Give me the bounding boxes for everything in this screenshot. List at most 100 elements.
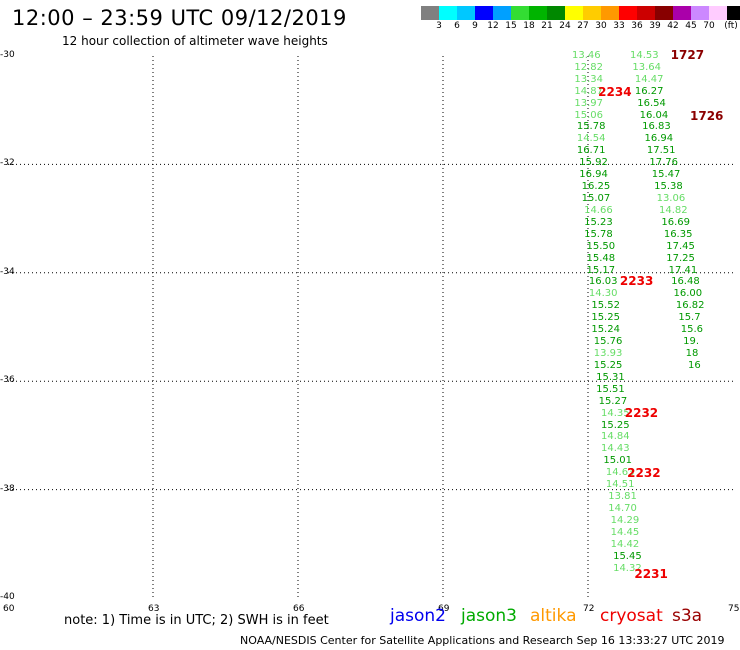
wave-height-value: 15.25	[591, 312, 620, 324]
wave-height-value: 15.76	[593, 336, 623, 348]
wave-height-value: 14.63	[605, 467, 635, 479]
wave-height-value: 13.97	[574, 97, 604, 109]
wave-height-value: 13.81	[608, 491, 637, 503]
wave-height-value: 16.03	[588, 276, 618, 288]
wave-height-value: 18	[685, 348, 699, 360]
color-swatch	[601, 6, 619, 20]
color-scale-label: 36	[631, 21, 643, 31]
color-swatch	[565, 6, 583, 20]
color-swatch	[475, 6, 493, 20]
wave-height-value: 16	[688, 359, 701, 371]
wave-height-value: 16.25	[581, 181, 611, 193]
color-scale-label: 45	[685, 21, 697, 31]
wave-height-value: 16.04	[639, 109, 669, 121]
wave-height-value: 19.	[683, 336, 700, 348]
wave-height-value: 14.53	[630, 49, 659, 61]
color-scale-label: 27	[577, 21, 589, 31]
longitude-label: 69	[438, 604, 450, 614]
wave-height-value: 17.25	[666, 252, 695, 264]
wave-height-value: 15.45	[613, 550, 642, 562]
pass-time-label: 2231	[634, 566, 668, 581]
color-scale-labels: 3 6 9 12 15 18 21 24 27 30 33 36 39 42 45 70 (ft)	[421, 21, 740, 35]
wave-height-value: 14.43	[601, 443, 630, 455]
wave-height-value: 15.52	[591, 300, 620, 312]
color-swatch	[673, 6, 691, 20]
color-scale-label: 9	[472, 21, 478, 31]
pass-time-label: 2232	[624, 405, 659, 420]
wave-height-value: 17.76	[649, 157, 678, 169]
wave-height-value: 15.92	[579, 157, 608, 169]
wave-height-value: 16.35	[663, 228, 693, 240]
color-scale-label: 15	[505, 21, 517, 31]
note-text: note: 1) Time is in UTC; 2) SWH is in fe…	[64, 613, 329, 628]
color-scale-label: 21	[541, 21, 553, 31]
wave-height-value: 16.71	[576, 145, 606, 157]
footer-credit: NOAA/NESDIS Center for Satellite Applica…	[240, 634, 725, 647]
longitude-label: 60	[3, 604, 15, 614]
wave-height-value: 16.27	[634, 85, 664, 97]
legend-s3a: s3a	[672, 606, 703, 626]
wave-height-value: 14.30	[588, 288, 618, 300]
longitude-label: 75	[728, 604, 740, 614]
longitude-label: 66	[293, 604, 305, 614]
color-swatch	[511, 6, 529, 20]
latitude-label: -38	[0, 483, 15, 494]
wave-height-value: 13.34	[574, 73, 604, 85]
wave-height-value: 14.70	[608, 503, 637, 515]
color-swatch	[583, 6, 601, 20]
wave-height-value: 13.46	[572, 49, 601, 61]
pass-time-label: 1727	[670, 47, 705, 62]
color-scale-label: 30	[595, 21, 607, 31]
color-swatch	[619, 6, 637, 20]
wave-height-value: 12.82	[574, 61, 604, 73]
color-swatch	[439, 6, 457, 20]
color-swatch	[691, 6, 709, 20]
wave-height-value: 16.00	[673, 288, 703, 300]
wave-height-value: 15.7	[678, 312, 701, 324]
wave-height-value: 14.87	[574, 85, 604, 97]
wave-height-value: 16.83	[642, 121, 671, 133]
wave-height-value: 14.35	[601, 407, 630, 419]
color-swatch	[655, 6, 673, 20]
color-scale-label: 3	[436, 21, 442, 31]
wave-height-value: 15.23	[584, 216, 613, 228]
latitude-label: -32	[0, 158, 15, 169]
wave-height-value: 17.45	[666, 240, 695, 252]
color-scale-label: 33	[613, 21, 625, 31]
legend-jason3: jason3	[461, 606, 517, 626]
latitude-label: -40	[0, 592, 15, 602]
wave-height-value: 15.51	[596, 383, 625, 395]
longitude-label: 72	[583, 604, 595, 614]
color-swatch	[637, 6, 655, 20]
pass-time-label: 2232	[627, 466, 661, 481]
wave-height-value: 15.06	[574, 109, 604, 121]
wave-height-value: 15.50	[586, 240, 616, 252]
color-scale-label: (ft)	[724, 21, 738, 31]
wave-height-value: 15.38	[654, 181, 683, 193]
wave-height-value: 13.64	[632, 61, 662, 73]
longitude-label: 63	[148, 604, 160, 614]
pass-time-label: 2234	[598, 84, 632, 99]
color-swatch	[529, 6, 547, 20]
pass-time-label: 2233	[619, 274, 654, 289]
legend-jason2: jason2	[390, 606, 446, 626]
wave-height-value: 14.32	[613, 562, 642, 574]
wave-height-value: 14.54	[576, 133, 606, 145]
wave-height-value: 14.51	[605, 479, 635, 491]
color-scale-label: 70	[703, 21, 715, 31]
map-title: 12:00 – 23:59 UTC 09/12/2019	[12, 6, 347, 30]
color-scale-label: 6	[454, 21, 460, 31]
color-scale-label: 42	[667, 21, 679, 31]
wave-height-value: 15.6	[680, 324, 704, 336]
wave-height-value: 15.07	[581, 193, 611, 204]
wave-height-value: 14.29	[610, 514, 640, 526]
color-swatch	[457, 6, 475, 20]
wave-height-value: 14.42	[610, 538, 640, 550]
wave-height-value: 16.69	[661, 216, 691, 228]
map-subtitle: 12 hour collection of altimeter wave hei…	[62, 34, 328, 48]
latitude-label: -34	[0, 266, 15, 277]
wave-height-value: 16.82	[675, 300, 705, 312]
color-swatch	[421, 6, 439, 20]
wave-height-value: 16.54	[637, 97, 666, 109]
